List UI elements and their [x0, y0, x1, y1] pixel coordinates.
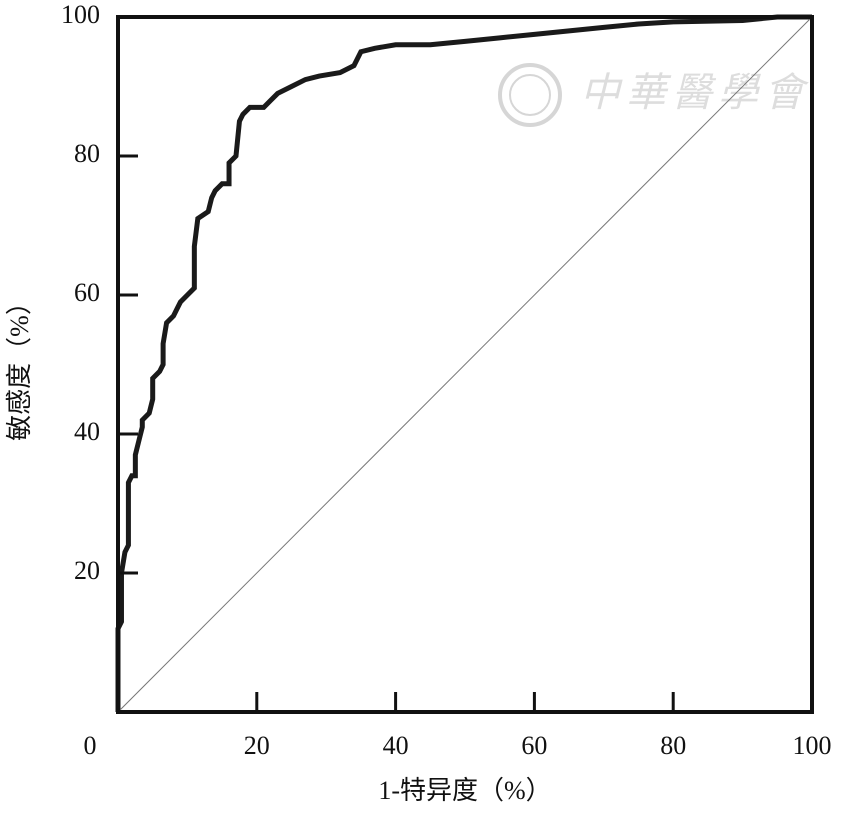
roc-curve	[115, 14, 812, 712]
y-tick-label: 40	[74, 417, 100, 446]
watermark-emblem-inner	[509, 74, 551, 116]
x-tick-label: 20	[244, 731, 270, 760]
x-tick-label: 80	[660, 731, 686, 760]
watermark-text: 中華醫學會	[580, 70, 810, 115]
x-tick-label: 60	[521, 731, 547, 760]
watermark-emblem	[498, 63, 562, 127]
x-tick-label: 100	[793, 731, 832, 760]
x-axis-label: 1-特异度（%）	[378, 776, 551, 805]
watermark: 中華醫學會	[498, 63, 810, 127]
x-tick-label: 40	[383, 731, 409, 760]
y-tick-label: 20	[74, 556, 100, 585]
y-tick-label: 60	[74, 278, 100, 307]
x-tick-label: 0	[84, 731, 97, 760]
reference-line	[117, 16, 813, 713]
y-tick-label: 80	[74, 139, 100, 168]
y-axis-label: 敏感度（%）	[5, 289, 34, 441]
y-tick-label: 100	[61, 0, 100, 29]
plot-frame	[116, 15, 814, 714]
